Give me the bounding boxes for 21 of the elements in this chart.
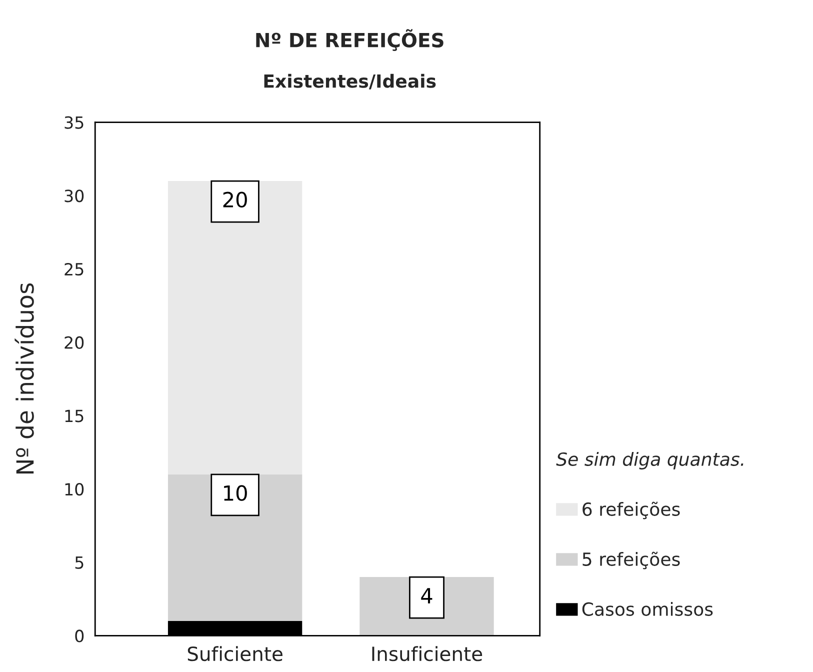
data-label: 4 [421, 588, 432, 604]
y-tick-label: 25 [64, 262, 84, 276]
legend-label: 5 refeições [582, 552, 680, 570]
chart-subtitle: Existentes/Ideais [264, 74, 436, 90]
data-label: 20 [223, 192, 247, 208]
x-tick-label: Suficiente [188, 646, 282, 662]
y-axis-title: Nº de indivíduos [14, 283, 34, 474]
y-tick-label: 0 [75, 630, 84, 642]
y-tick-label: 15 [65, 410, 84, 422]
bar [168, 180, 302, 474]
data-label: 10 [224, 485, 247, 501]
y-tick-label: 30 [64, 190, 84, 202]
y-tick-label: 10 [65, 482, 84, 496]
chart-title: Nº DE REFEIÇÕES [256, 29, 444, 51]
y-tick-label: 35 [64, 116, 84, 129]
x-tick-label: Insuficiente [372, 646, 482, 662]
y-tick-label: 20 [64, 336, 84, 349]
legend-label: Casos omissos [582, 602, 713, 616]
y-tick-label: 5 [75, 556, 84, 569]
legend-label: 6 refeições [582, 502, 680, 520]
legend-title: Se sim diga quantas. [556, 452, 744, 470]
